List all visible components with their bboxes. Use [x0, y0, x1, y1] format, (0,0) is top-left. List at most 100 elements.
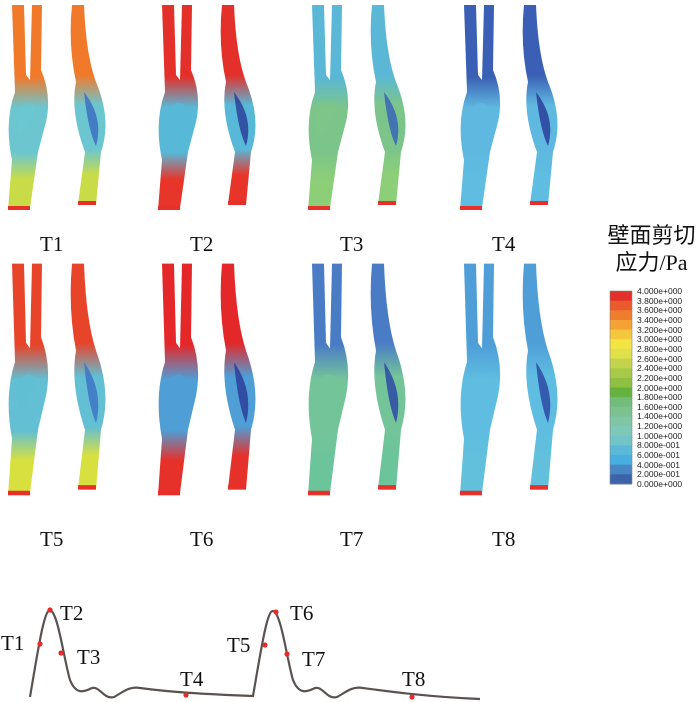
color-bar-band [610, 291, 632, 302]
low-stress-region [84, 361, 99, 423]
sinus-region [16, 103, 36, 135]
low-stress-region [234, 92, 249, 146]
waveform-label-t7: T7 [302, 647, 326, 671]
waveform-label-t2: T2 [60, 601, 84, 625]
outlet-cap [378, 201, 396, 205]
sinus-region [468, 103, 488, 135]
color-bar-tick-label: 3.400e+000 [637, 314, 683, 325]
color-bar-tick-label: 4.000e+000 [637, 286, 683, 296]
waveform-label-t1: T1 [1, 631, 25, 655]
color-bar-band [610, 435, 632, 446]
color-bar-band [610, 464, 632, 475]
vessel-panel-t3 [308, 5, 406, 210]
sinus-region [468, 374, 488, 411]
waveform-label-t3: T3 [77, 645, 101, 669]
color-bar [609, 290, 633, 485]
low-stress-region [384, 361, 399, 423]
time-point-marker-t5 [262, 642, 268, 648]
color-bar-tick-label: 2.200e+000 [637, 372, 683, 383]
color-bar-tick-label: 6.000e-001 [637, 450, 681, 461]
color-bar-tick-label: 0.000e+000 [637, 479, 683, 489]
color-bar-band [610, 348, 632, 360]
color-bar-band [610, 416, 632, 427]
color-bar-tick-label: 1.400e+000 [637, 411, 683, 422]
outlet-cap [228, 201, 246, 205]
legend-title-line2: 应力/Pa [615, 250, 688, 275]
color-bar-tick-label: 3.200e+000 [637, 324, 683, 335]
outlet-cap [308, 490, 330, 496]
color-bar-band [610, 368, 632, 379]
color-bar-band [610, 358, 632, 369]
color-bar-border [609, 290, 633, 485]
outlet-cap [158, 206, 180, 210]
low-stress-region [536, 361, 551, 423]
vessel-panel-t2 [158, 5, 256, 210]
time-label-t1: T1 [40, 232, 64, 256]
color-bar-tick-label: 2.800e+000 [637, 343, 683, 354]
vessel-panel-t8 [460, 263, 558, 496]
outlet-cap [78, 485, 96, 490]
vessel-panel-t5 [8, 263, 106, 496]
vessel-panel-t1 [8, 5, 106, 210]
time-label-t6: T6 [190, 527, 214, 551]
color-bar-tick-label: 1.200e+000 [637, 421, 683, 432]
time-point-marker-t1 [37, 641, 43, 647]
color-bar-band [610, 377, 632, 388]
sinus-region [166, 374, 186, 411]
color-bar-band [610, 339, 632, 350]
color-bar-tick-label: 3.800e+000 [637, 295, 683, 306]
color-bar-band [610, 406, 632, 417]
low-stress-region [384, 92, 399, 146]
color-bar-tick-label: 1.000e+000 [637, 430, 683, 441]
waveform-label-t6: T6 [290, 601, 314, 625]
vessel-panels [8, 5, 558, 496]
time-point-marker-t3 [58, 650, 64, 656]
color-bar-tick-label: 2.000e+000 [637, 382, 683, 393]
color-bar-band [610, 387, 632, 398]
outlet-cap [530, 485, 548, 490]
outlet-cap [460, 490, 482, 496]
time-point-marker-t4 [183, 692, 189, 698]
time-label-t7: T7 [340, 527, 364, 551]
vessel-panel-t4 [460, 5, 558, 210]
sinus-region [316, 103, 336, 135]
outlet-cap [78, 201, 96, 205]
waveform-plot [28, 607, 481, 701]
time-label-t2: T2 [190, 232, 214, 256]
flow-waveform-line [28, 608, 481, 701]
time-point-marker-t7 [284, 651, 290, 657]
color-bar-band [610, 455, 632, 466]
vessel-panel-t7 [308, 263, 406, 496]
color-bar-tick-label: 4.000e-001 [637, 459, 681, 470]
color-bar-band [610, 397, 632, 408]
color-bar-band [610, 474, 632, 485]
outlet-cap [228, 485, 246, 490]
color-bar-band [610, 319, 632, 331]
color-bar-band [610, 310, 632, 321]
outlet-cap [530, 201, 548, 205]
time-label-t5: T5 [40, 527, 64, 551]
outlet-cap [460, 206, 482, 210]
color-bar-tick-label: 8.000e-001 [637, 440, 681, 451]
legend-title-line1: 壁面剪切 [607, 223, 696, 248]
outlet-cap [378, 485, 396, 490]
color-bar-band [610, 329, 632, 340]
color-bar-band [610, 300, 632, 311]
low-stress-region [536, 92, 551, 146]
outlet-cap [8, 206, 30, 210]
waveform-label-t8: T8 [402, 667, 426, 691]
time-point-marker-t2 [47, 607, 53, 613]
color-bar-tick-label: 3.600e+000 [637, 305, 683, 316]
outlet-cap [158, 490, 180, 496]
waveform-label-t5: T5 [227, 633, 251, 657]
color-bar-tick-label: 3.000e+000 [637, 334, 683, 345]
time-point-marker-t8 [409, 694, 415, 700]
outlet-cap [8, 490, 30, 496]
color-bar-tick-label: 2.600e+000 [637, 353, 683, 364]
color-bar-band [610, 445, 632, 456]
waveform-label-t4: T4 [180, 667, 204, 691]
time-label-t8: T8 [492, 527, 516, 551]
color-bar-tick-label: 1.800e+000 [637, 392, 683, 403]
sinus-region [166, 103, 186, 135]
sinus-region [316, 374, 336, 411]
